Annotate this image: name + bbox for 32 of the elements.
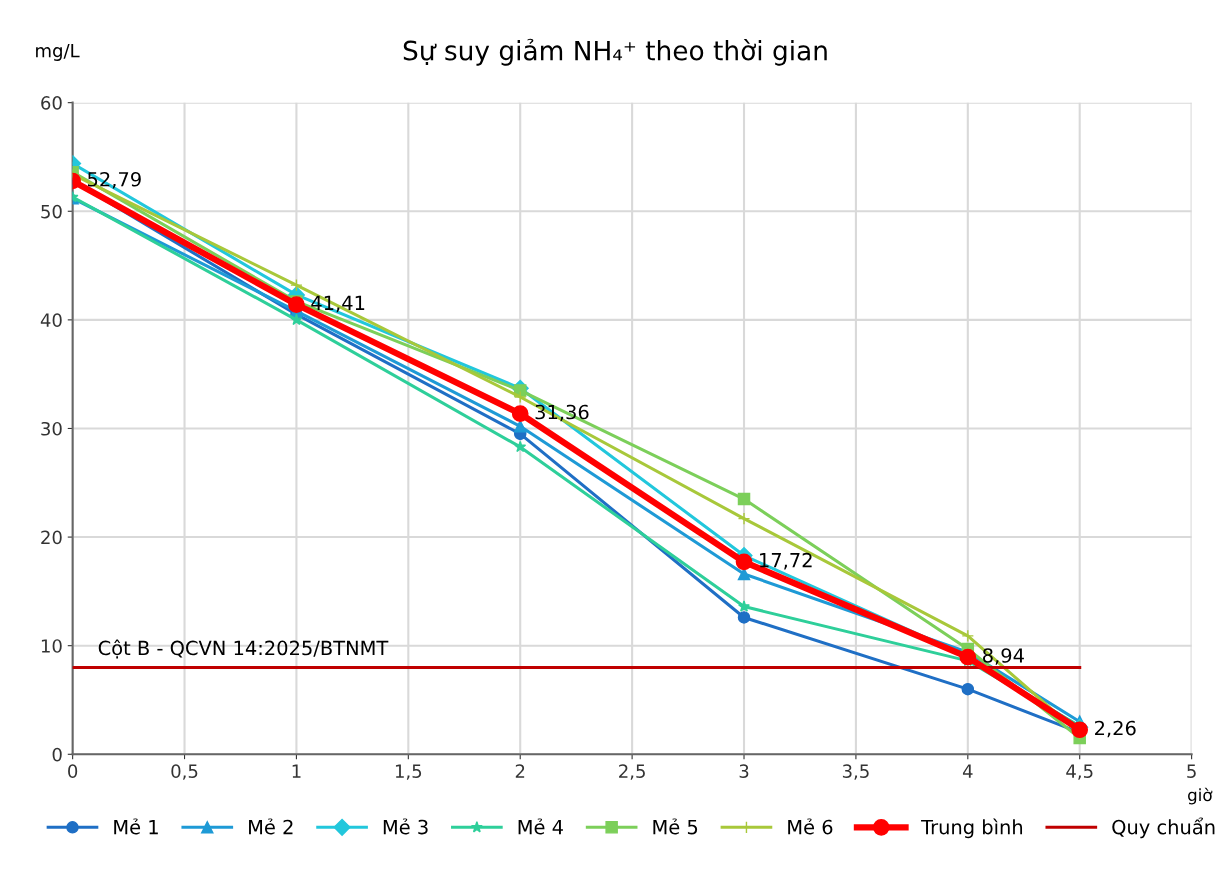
x-axis-title: giờ <box>1188 787 1213 805</box>
x-tick-label: 1 <box>292 764 301 778</box>
legend-label: Quy chuẩn <box>1112 817 1215 839</box>
x-tick-label: 2 <box>515 764 525 778</box>
legend-label: Mẻ 2 <box>249 818 293 835</box>
x-tick-label: 4,5 <box>1066 764 1093 780</box>
legend-label: Mẻ 4 <box>518 818 563 835</box>
y-tick-label: 20 <box>41 530 62 545</box>
x-tick-label: 0,5 <box>171 764 198 780</box>
legend-label: Mẻ 6 <box>788 818 833 835</box>
y-axis-title: mg/L <box>36 44 80 61</box>
legend-label: Trung bình <box>921 818 1023 839</box>
y-tick-label: 10 <box>41 639 62 653</box>
x-tick-label: 1,5 <box>395 764 422 780</box>
x-tick-label: 2,5 <box>619 764 645 780</box>
x-tick-label: 4 <box>962 764 973 778</box>
y-tick-label: 0 <box>52 747 62 762</box>
y-tick-label: 60 <box>41 96 62 110</box>
data-label: 2,26 <box>1095 720 1136 738</box>
data-label: 17,72 <box>760 552 812 570</box>
legend-label: Mẻ 1 <box>114 818 158 835</box>
y-tick-label: 30 <box>41 421 62 436</box>
x-tick-label: 3 <box>739 764 749 778</box>
y-tick-label: 40 <box>40 313 62 327</box>
chart-title: Sự suy giảm NH₄⁺ theo thời gian <box>403 38 827 66</box>
x-tick-label: 3,5 <box>842 764 869 780</box>
x-tick-label: 0 <box>68 764 78 778</box>
legend-label: Mẻ 3 <box>383 818 428 835</box>
x-tick-label: 5 <box>1187 764 1196 778</box>
annotation: Cột B - QCVN 14:2025/BTNMT <box>98 639 389 659</box>
y-tick-label: 50 <box>41 204 62 219</box>
legend-label: Mẻ 5 <box>653 818 698 835</box>
